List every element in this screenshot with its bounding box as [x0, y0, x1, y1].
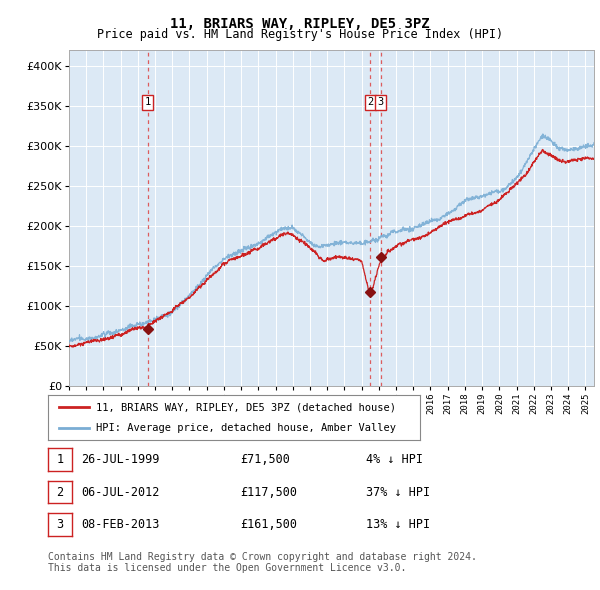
Text: £161,500: £161,500: [240, 518, 297, 531]
Text: 1: 1: [56, 453, 64, 466]
Text: Contains HM Land Registry data © Crown copyright and database right 2024.: Contains HM Land Registry data © Crown c…: [48, 552, 477, 562]
Text: This data is licensed under the Open Government Licence v3.0.: This data is licensed under the Open Gov…: [48, 563, 406, 573]
Text: 3: 3: [377, 97, 383, 107]
Text: 11, BRIARS WAY, RIPLEY, DE5 3PZ (detached house): 11, BRIARS WAY, RIPLEY, DE5 3PZ (detache…: [97, 402, 397, 412]
Text: 1: 1: [145, 97, 151, 107]
Text: HPI: Average price, detached house, Amber Valley: HPI: Average price, detached house, Ambe…: [97, 422, 397, 432]
Text: 11, BRIARS WAY, RIPLEY, DE5 3PZ: 11, BRIARS WAY, RIPLEY, DE5 3PZ: [170, 17, 430, 31]
Text: 2: 2: [367, 97, 374, 107]
Text: 08-FEB-2013: 08-FEB-2013: [81, 518, 160, 531]
Text: 26-JUL-1999: 26-JUL-1999: [81, 453, 160, 466]
Text: Price paid vs. HM Land Registry's House Price Index (HPI): Price paid vs. HM Land Registry's House …: [97, 28, 503, 41]
Text: 37% ↓ HPI: 37% ↓ HPI: [366, 486, 430, 499]
Text: £71,500: £71,500: [240, 453, 290, 466]
Text: 4% ↓ HPI: 4% ↓ HPI: [366, 453, 423, 466]
Text: 13% ↓ HPI: 13% ↓ HPI: [366, 518, 430, 531]
Text: 3: 3: [56, 518, 64, 531]
Text: £117,500: £117,500: [240, 486, 297, 499]
Text: 2: 2: [56, 486, 64, 499]
Text: 06-JUL-2012: 06-JUL-2012: [81, 486, 160, 499]
